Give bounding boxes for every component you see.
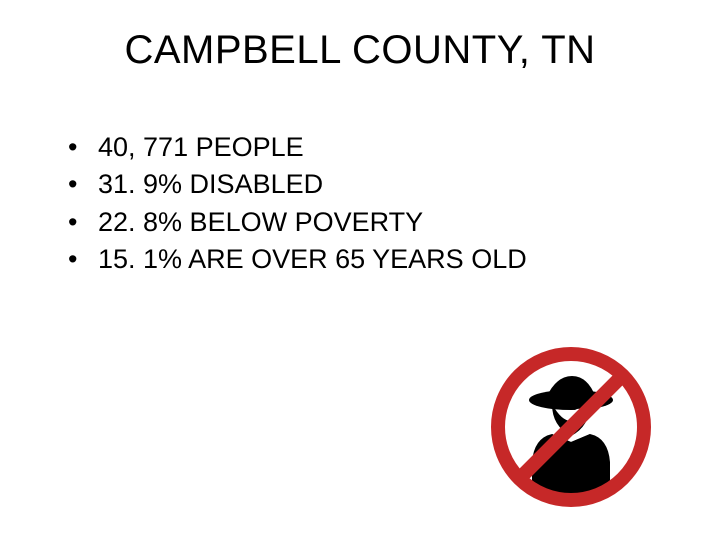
list-item: 40, 771 PEOPLE <box>68 129 720 166</box>
page-title: CAMPBELL COUNTY, TN <box>0 0 720 73</box>
stats-list: 40, 771 PEOPLE 31. 9% DISABLED 22. 8% BE… <box>68 129 720 278</box>
no-spy-icon <box>486 342 656 512</box>
list-item: 31. 9% DISABLED <box>68 166 720 203</box>
list-item: 15. 1% ARE OVER 65 YEARS OLD <box>68 241 720 278</box>
list-item: 22. 8% BELOW POVERTY <box>68 204 720 241</box>
